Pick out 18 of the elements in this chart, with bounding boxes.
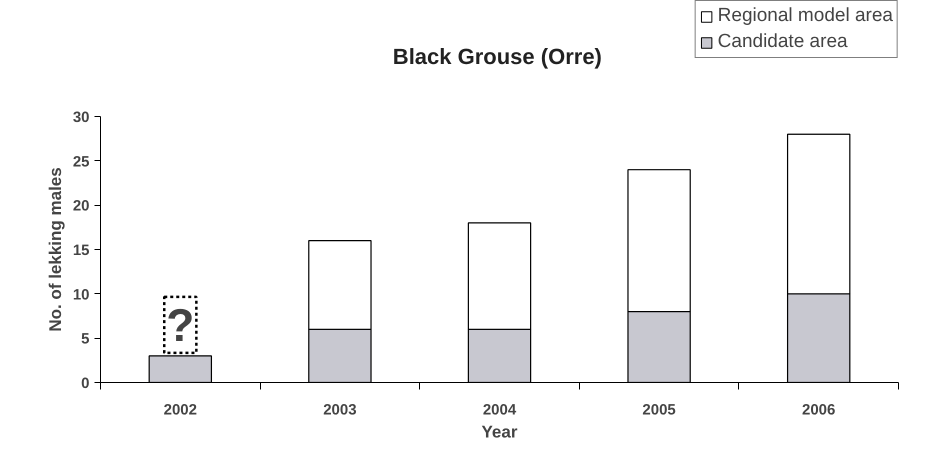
legend-label: Regional model area bbox=[718, 5, 893, 27]
x-tick-label: 2004 bbox=[482, 402, 517, 418]
annotation: ? bbox=[166, 298, 194, 351]
x-tick-label: 2005 bbox=[642, 402, 676, 418]
y-tick-label: 5 bbox=[81, 330, 90, 348]
legend-label: Candidate area bbox=[718, 31, 848, 53]
x-tick-label: 2002 bbox=[164, 402, 197, 418]
y-tick-label: 25 bbox=[72, 153, 90, 170]
x-axis-title: Year bbox=[482, 422, 518, 442]
x-tick-label: 2003 bbox=[323, 402, 357, 418]
y-tick-label: 20 bbox=[72, 198, 90, 215]
chart-title: Black Grouse (Orre) bbox=[392, 44, 602, 69]
y-tick-label: 0 bbox=[81, 375, 90, 392]
y-tick-label: 10 bbox=[72, 286, 90, 304]
y-axis-title: No. of lekking males bbox=[46, 167, 65, 332]
x-tick-label: 2006 bbox=[802, 402, 836, 418]
y-tick-label: 15 bbox=[72, 242, 90, 259]
y-tick-label: 30 bbox=[72, 109, 90, 126]
